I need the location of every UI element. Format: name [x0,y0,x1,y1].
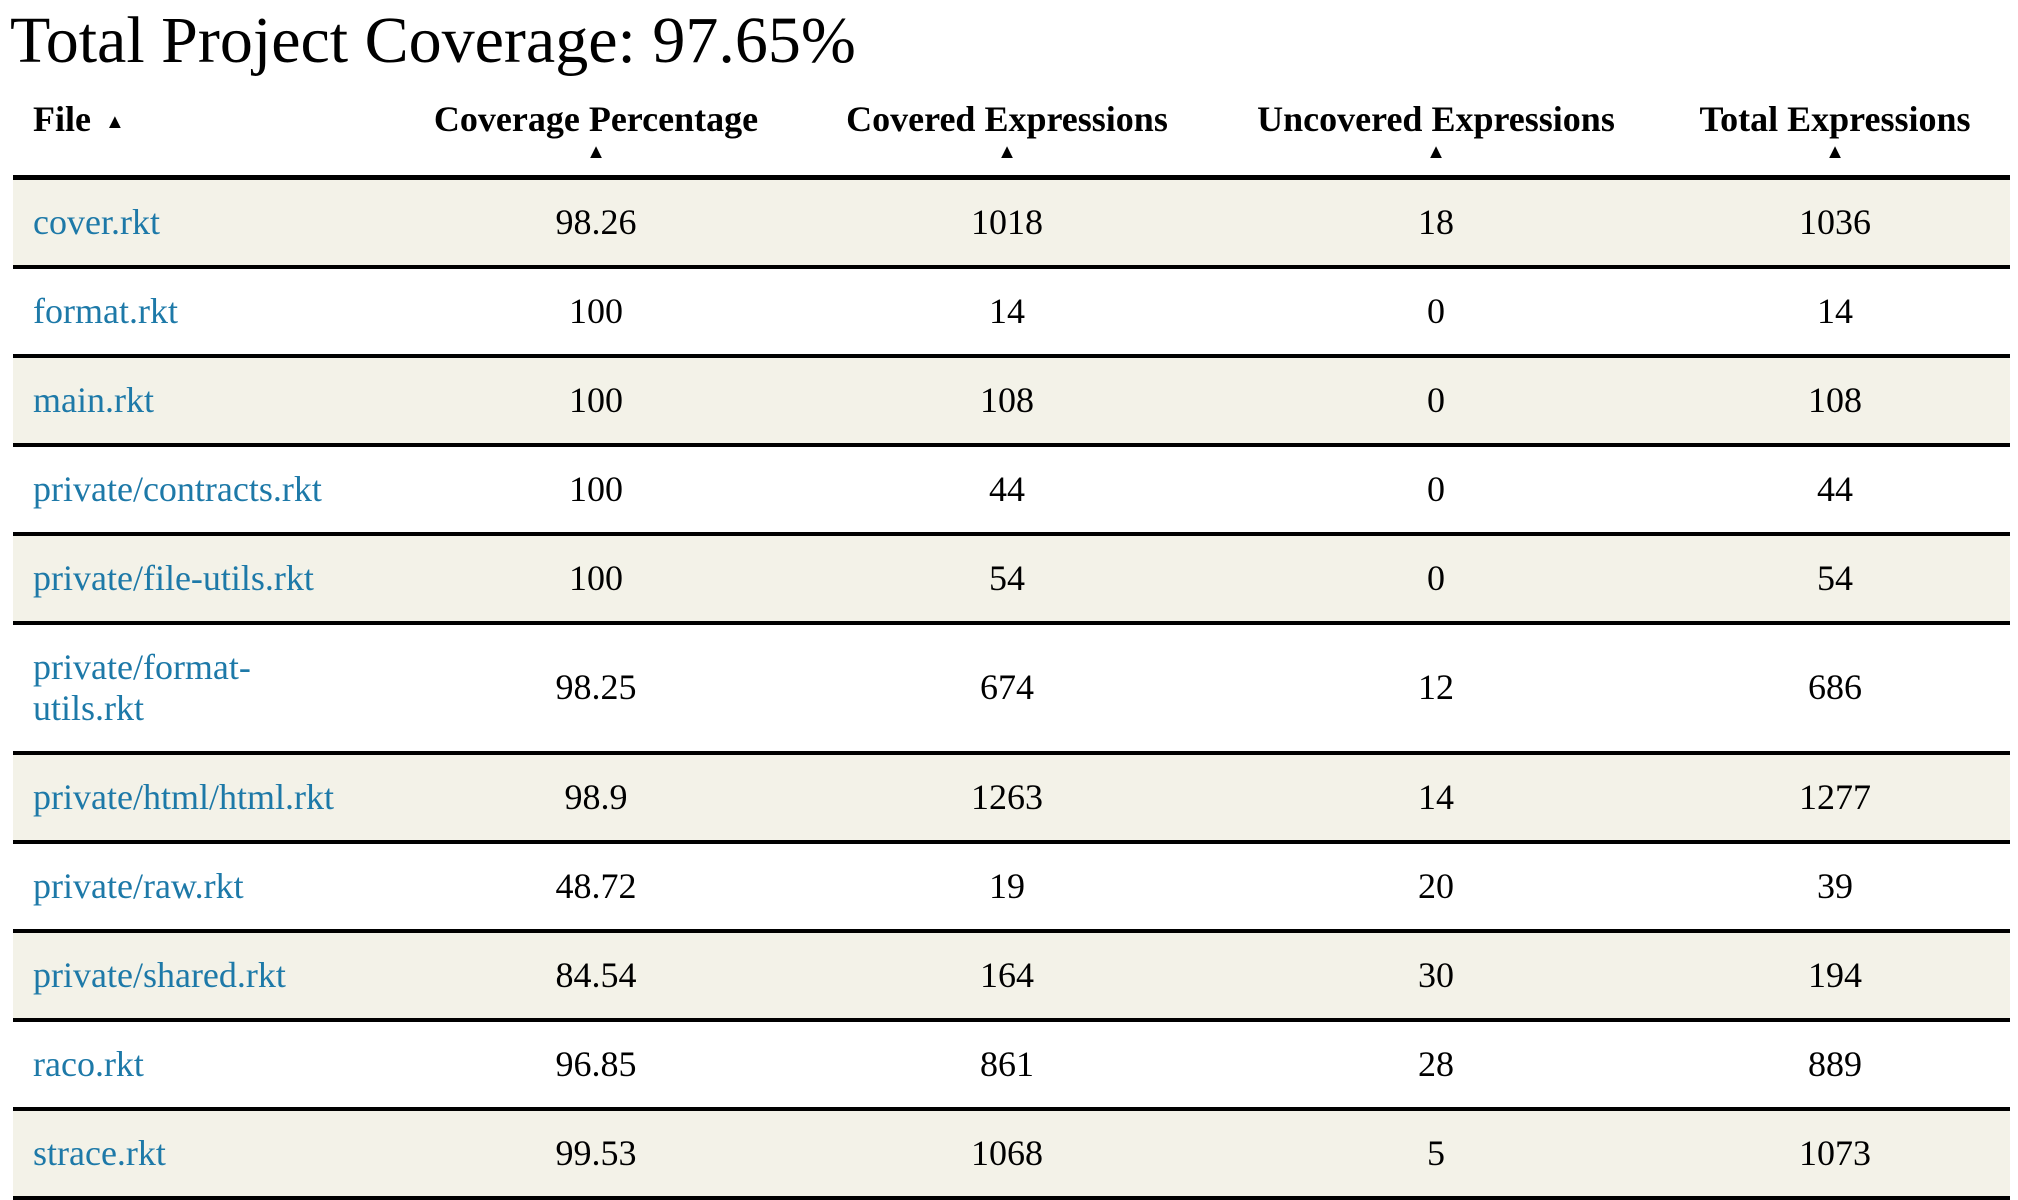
file-link[interactable]: private/contracts.rkt [33,468,322,509]
table-row: private/contracts.rkt 100 44 0 44 [13,445,2010,534]
sort-ascending-icon: ▲ [1426,140,1446,163]
uncovered-expressions-cell: 12 [1418,667,1454,708]
table-row: main.rkt 100 108 0 108 [13,355,2010,445]
column-header-total-expressions[interactable]: Total Expressions ▲ [1660,88,2010,178]
total-expressions-cell: 194 [1808,954,1862,995]
uncovered-expressions-cell: 0 [1427,290,1445,331]
file-cell: private/raw.rkt [13,842,390,931]
covered-expressions-cell: 54 [989,557,1025,598]
total-expressions-cell: 54 [1817,557,1853,598]
uncovered-expressions-cell: 14 [1418,776,1454,817]
table-row: format.rkt 100 14 0 14 [13,267,2010,356]
covered-expressions-cell: 44 [989,468,1025,509]
table-row: private/format-utils.rkt 98.25 674 12 68… [13,623,2010,753]
covered-expressions-cell: 14 [989,290,1025,331]
table-row: cover.rkt 98.26 1018 18 1036 [13,177,2010,267]
file-link[interactable]: private/html/html.rkt [33,776,334,817]
column-header-covered-expressions-label: Covered Expressions [846,98,1168,139]
coverage-percentage-cell: 84.54 [555,954,637,995]
sort-ascending-icon: ▲ [104,110,125,133]
file-link[interactable]: private/raw.rkt [33,865,244,906]
table-row: strace.rkt 99.53 1068 5 1073 [13,1108,2010,1198]
coverage-percentage-cell: 100 [569,468,623,509]
file-link[interactable]: cover.rkt [33,201,160,242]
total-expressions-cell: 14 [1817,290,1853,331]
column-header-total-expressions-label: Total Expressions [1699,98,1971,139]
coverage-table-body: cover.rkt 98.26 1018 18 1036 format.rkt … [13,177,2010,1198]
covered-expressions-cell: 861 [980,1043,1034,1084]
covered-expressions-cell: 108 [980,379,1034,420]
covered-expressions-cell: 19 [989,865,1025,906]
total-expressions-cell: 39 [1817,865,1853,906]
file-cell: format.rkt [13,267,390,356]
table-row: private/raw.rkt 48.72 19 20 39 [13,842,2010,931]
file-cell: private/html/html.rkt [13,753,390,842]
file-cell: private/file-utils.rkt [13,534,390,623]
coverage-percentage-cell: 100 [569,379,623,420]
total-expressions-cell: 1073 [1799,1132,1871,1173]
uncovered-expressions-cell: 18 [1418,201,1454,242]
uncovered-expressions-cell: 20 [1418,865,1454,906]
sort-ascending-icon: ▲ [997,140,1017,163]
file-cell: private/format-utils.rkt [13,623,390,753]
total-expressions-cell: 889 [1808,1043,1862,1084]
file-link[interactable]: private/format-utils.rkt [33,646,251,728]
total-expressions-cell: 44 [1817,468,1853,509]
header-row: File ▲ Coverage Percentage ▲ Covered Expre… [13,88,2010,178]
coverage-percentage-cell: 100 [569,290,623,331]
file-cell: cover.rkt [13,177,390,267]
coverage-percentage-cell: 98.26 [555,201,637,242]
uncovered-expressions-cell: 30 [1418,954,1454,995]
total-expressions-cell: 1277 [1799,776,1871,817]
page-title: Total Project Coverage: 97.65% [10,4,856,77]
column-header-file-label: File [33,98,91,139]
table-row: private/html/html.rkt 98.9 1263 14 1277 [13,752,2010,842]
sort-ascending-icon: ▲ [586,140,606,163]
total-expressions-cell: 108 [1808,379,1862,420]
file-cell: strace.rkt [13,1109,390,1198]
file-link[interactable]: private/file-utils.rkt [33,557,314,598]
total-expressions-cell: 1036 [1799,201,1871,242]
sort-ascending-icon: ▲ [1825,140,1845,163]
file-link[interactable]: strace.rkt [33,1132,166,1173]
coverage-percentage-cell: 98.9 [564,776,628,817]
uncovered-expressions-cell: 0 [1427,468,1445,509]
covered-expressions-cell: 674 [980,667,1034,708]
file-link[interactable]: main.rkt [33,379,154,420]
coverage-percentage-cell: 96.85 [555,1043,637,1084]
table-row: private/file-utils.rkt 100 54 0 54 [13,533,2010,623]
uncovered-expressions-cell: 0 [1427,379,1445,420]
file-cell: raco.rkt [13,1020,390,1109]
file-cell: private/contracts.rkt [13,445,390,534]
covered-expressions-cell: 164 [980,954,1034,995]
table-row: private/shared.rkt 84.54 164 30 194 [13,930,2010,1020]
covered-expressions-cell: 1068 [971,1132,1043,1173]
file-cell: private/shared.rkt [13,931,390,1020]
file-link[interactable]: format.rkt [33,290,178,331]
covered-expressions-cell: 1263 [971,776,1043,817]
uncovered-expressions-cell: 28 [1418,1043,1454,1084]
column-header-covered-expressions[interactable]: Covered Expressions ▲ [802,88,1212,178]
file-cell: main.rkt [13,356,390,445]
column-header-uncovered-expressions[interactable]: Uncovered Expressions ▲ [1212,88,1660,178]
file-link[interactable]: private/shared.rkt [33,954,286,995]
coverage-percentage-cell: 99.53 [555,1132,637,1173]
file-link[interactable]: raco.rkt [33,1043,144,1084]
column-header-file[interactable]: File ▲ [13,88,390,178]
coverage-percentage-cell: 48.72 [555,865,637,906]
covered-expressions-cell: 1018 [971,201,1043,242]
table-row: raco.rkt 96.85 861 28 889 [13,1020,2010,1109]
coverage-percentage-cell: 100 [569,557,623,598]
coverage-table: File ▲ Coverage Percentage ▲ Covered Expre… [13,88,2010,1200]
uncovered-expressions-cell: 5 [1427,1132,1445,1173]
column-header-coverage-percentage-label: Coverage Percentage [433,98,759,139]
total-expressions-cell: 686 [1808,667,1862,708]
column-header-coverage-percentage[interactable]: Coverage Percentage ▲ [390,88,802,178]
coverage-percentage-cell: 98.25 [555,667,637,708]
uncovered-expressions-cell: 0 [1427,557,1445,598]
column-header-uncovered-expressions-label: Uncovered Expressions [1257,98,1615,139]
